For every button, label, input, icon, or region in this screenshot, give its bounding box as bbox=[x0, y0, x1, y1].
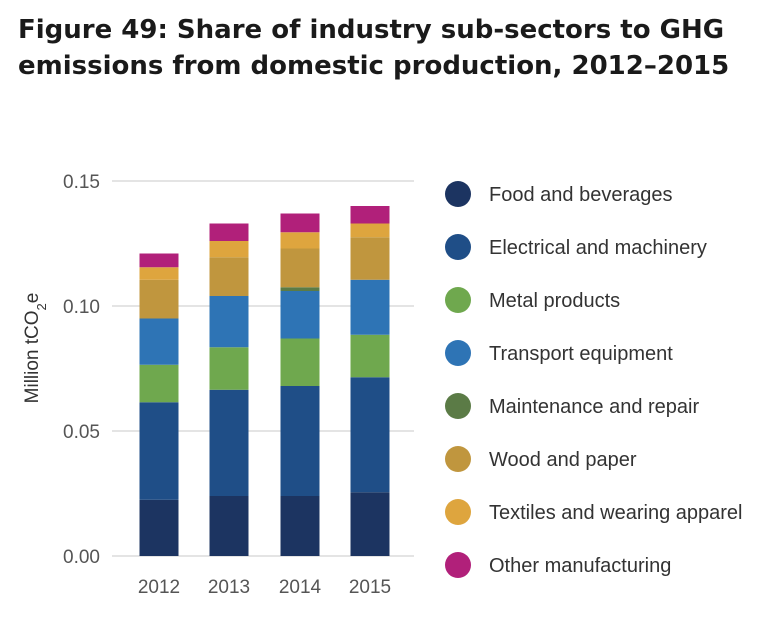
legend-swatch bbox=[445, 287, 471, 313]
chart-title: Figure 49: Share of industry sub-sectors… bbox=[18, 15, 730, 81]
legend-label: Transport equipment bbox=[489, 343, 673, 365]
bar-segment bbox=[209, 496, 249, 556]
bar-segment bbox=[139, 402, 179, 500]
legend-label: Metal products bbox=[489, 290, 620, 312]
bar-segment bbox=[139, 318, 179, 365]
legend-swatch bbox=[445, 393, 471, 419]
legend-label: Food and beverages bbox=[489, 184, 672, 206]
bar-segment bbox=[139, 279, 179, 319]
y-tick-label: 0.00 bbox=[63, 547, 100, 568]
x-axis-ticks: 2012 2013 2014 2015 bbox=[138, 577, 391, 598]
bar-segment bbox=[139, 499, 179, 556]
bar-segment bbox=[350, 223, 390, 238]
bar-segment bbox=[139, 364, 179, 403]
bar-segment bbox=[280, 287, 320, 291]
legend-swatch bbox=[445, 234, 471, 260]
y-tick-label: 0.10 bbox=[63, 297, 100, 318]
legend-swatch bbox=[445, 340, 471, 366]
legend-swatch bbox=[445, 552, 471, 578]
bar-segment bbox=[280, 496, 320, 556]
legend: Food and beverages Electrical and machine… bbox=[445, 181, 743, 578]
bar-segment bbox=[350, 334, 390, 378]
bar-segment bbox=[139, 267, 179, 280]
x-tick-label: 2013 bbox=[208, 577, 250, 598]
y-axis-ticks: 0.00 0.05 0.10 0.15 bbox=[63, 172, 100, 568]
bar-segment bbox=[209, 223, 249, 241]
bar-segment bbox=[209, 347, 249, 390]
y-axis-label-main: Million tCO bbox=[22, 310, 43, 403]
bar-segment bbox=[280, 386, 320, 496]
bar-segment bbox=[209, 257, 249, 296]
y-axis-label-suffix: e bbox=[22, 293, 43, 304]
bars bbox=[139, 206, 390, 556]
x-tick-label: 2015 bbox=[349, 577, 391, 598]
y-axis-label: Million tCO2e bbox=[22, 293, 49, 404]
bar-segment bbox=[139, 253, 179, 268]
legend-label: Other manufacturing bbox=[489, 555, 671, 577]
bar-segment bbox=[280, 232, 320, 249]
legend-label: Wood and paper bbox=[489, 449, 637, 471]
bar-segment bbox=[209, 296, 249, 348]
y-axis-label-sub: 2 bbox=[34, 303, 49, 310]
bar-segment bbox=[350, 279, 390, 335]
legend-swatch bbox=[445, 181, 471, 207]
bar-segment bbox=[209, 389, 249, 496]
legend-label: Textiles and wearing apparel bbox=[489, 502, 743, 524]
legend-swatch bbox=[445, 446, 471, 472]
bar-segment bbox=[280, 338, 320, 386]
x-tick-label: 2014 bbox=[279, 577, 322, 598]
bar-segment bbox=[280, 213, 320, 233]
x-tick-label: 2012 bbox=[138, 577, 180, 598]
bar-segment bbox=[350, 237, 390, 280]
bar-segment bbox=[280, 291, 320, 339]
bar-segment bbox=[350, 492, 390, 556]
bar-segment bbox=[209, 241, 249, 258]
legend-label: Maintenance and repair bbox=[489, 396, 699, 418]
legend-swatch bbox=[445, 499, 471, 525]
y-tick-label: 0.15 bbox=[63, 172, 100, 193]
y-tick-label: 0.05 bbox=[63, 422, 100, 443]
legend-label: Electrical and machinery bbox=[489, 237, 707, 259]
bar-segment bbox=[280, 248, 320, 288]
bar-segment bbox=[350, 206, 390, 224]
bar-segment bbox=[350, 377, 390, 493]
